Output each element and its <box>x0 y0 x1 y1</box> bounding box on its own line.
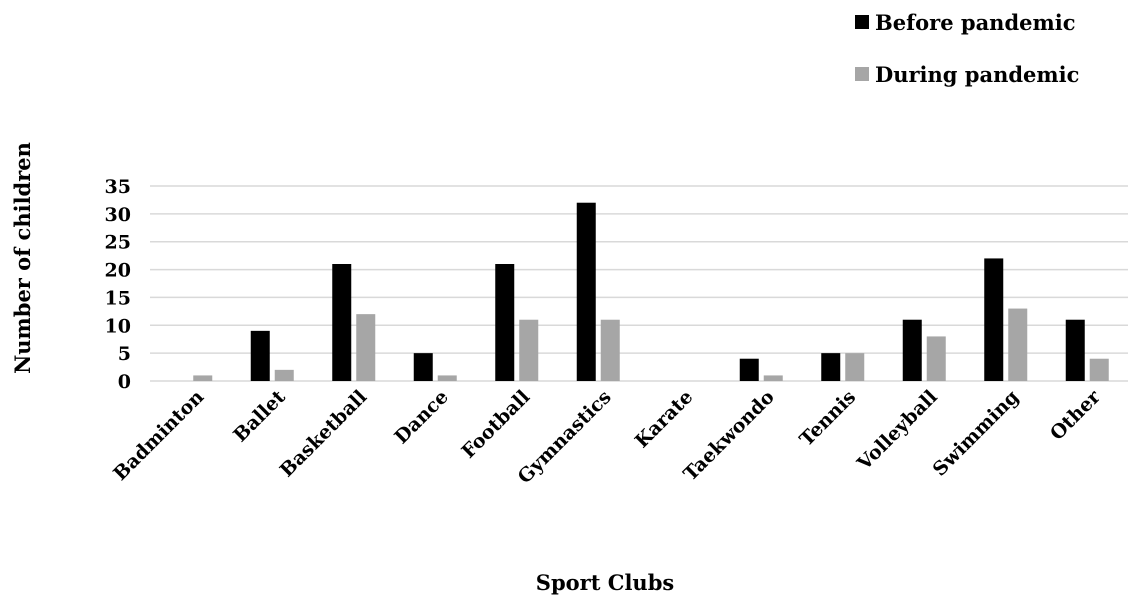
bar-during-other <box>1089 358 1109 381</box>
bar-during-taekwondo <box>763 375 783 381</box>
bar-before-ballet <box>250 330 270 381</box>
bar-before-football <box>495 264 515 381</box>
bar-during-badminton <box>193 375 213 381</box>
x-tick-label: Football <box>457 386 534 463</box>
y-tick-label: 10 <box>105 315 131 337</box>
bar-before-taekwondo <box>739 358 759 381</box>
y-axis-ticks: 0 5 10 15 20 25 30 35 <box>105 176 131 393</box>
y-tick-label: 35 <box>105 176 131 198</box>
bar-before-swimming <box>984 258 1004 381</box>
y-tick-label: 0 <box>118 371 131 393</box>
legend: Before pandemic During pandemic <box>855 10 1079 87</box>
x-tick-label: Other <box>1046 385 1106 445</box>
y-tick-label: 15 <box>105 287 131 309</box>
x-tick-label: Badminton <box>109 386 208 485</box>
y-tick-label: 5 <box>118 343 131 365</box>
bars <box>193 202 1109 381</box>
bar-during-ballet <box>274 369 294 381</box>
bar-during-swimming <box>1008 308 1028 381</box>
gridlines <box>150 185 1128 382</box>
x-tick-label: Tennis <box>796 386 861 451</box>
y-axis-title: Number of children <box>10 142 35 374</box>
bar-during-tennis <box>845 353 865 381</box>
bar-before-dance <box>413 353 433 381</box>
x-tick-label: Ballet <box>229 386 290 447</box>
legend-swatch <box>855 15 869 29</box>
y-tick-label: 30 <box>105 204 131 226</box>
bar-before-other <box>1065 319 1085 381</box>
x-tick-label: Swimming <box>929 386 1024 481</box>
bar-during-basketball <box>356 314 376 381</box>
bar-during-volleyball <box>926 336 946 381</box>
legend-label: Before pandemic <box>875 10 1075 35</box>
bar-before-volleyball <box>902 319 922 381</box>
x-axis-title: Sport Clubs <box>536 570 674 595</box>
bar-during-gymnastics <box>600 319 620 381</box>
x-tick-label: Dance <box>390 386 452 448</box>
legend-label: During pandemic <box>875 62 1079 87</box>
y-tick-label: 25 <box>105 232 131 254</box>
bar-during-dance <box>437 375 457 381</box>
bar-during-football <box>519 319 539 381</box>
bar-before-basketball <box>332 264 352 381</box>
x-tick-label: Basketball <box>276 386 372 482</box>
y-tick-label: 20 <box>105 260 131 282</box>
x-tick-label: Karate <box>631 386 697 452</box>
legend-swatch <box>855 67 869 81</box>
bar-before-tennis <box>821 353 841 381</box>
x-tick-label: Volleyball <box>852 386 941 475</box>
bar-before-gymnastics <box>576 202 596 381</box>
